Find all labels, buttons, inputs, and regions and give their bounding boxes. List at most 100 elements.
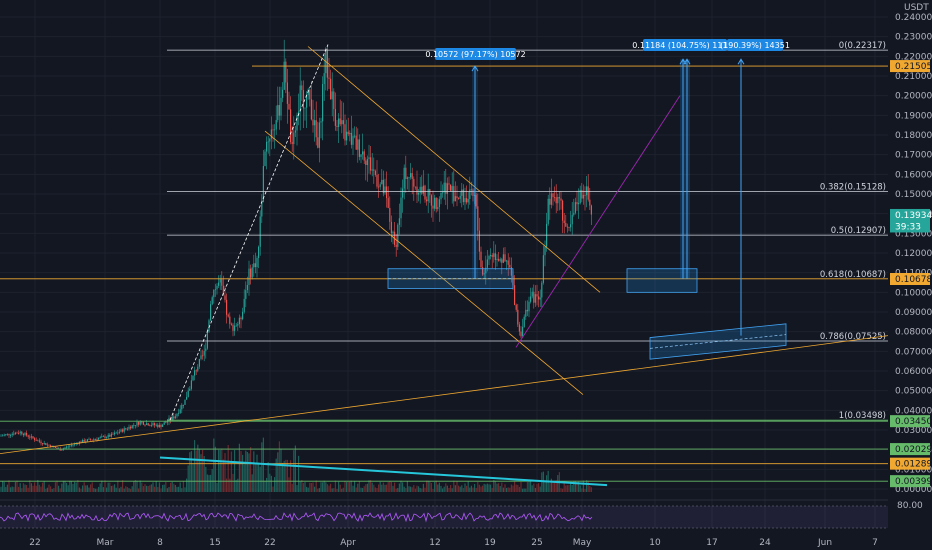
candle-body: [134, 425, 136, 427]
volume-bar: [435, 480, 437, 492]
candle-body: [34, 438, 36, 440]
candle-body: [272, 129, 274, 131]
candle-body: [125, 428, 127, 430]
volume-bar: [75, 482, 77, 492]
candle-body: [70, 445, 72, 446]
candle-body: [226, 299, 228, 315]
volume-bar: [96, 488, 98, 492]
time-axis[interactable]: [0, 532, 932, 550]
volume-bar: [181, 488, 183, 492]
volume-bar: [106, 487, 108, 492]
volume-bar: [461, 485, 463, 492]
candle-body: [181, 404, 183, 410]
candle-body: [336, 125, 338, 128]
volume-bar: [200, 454, 202, 492]
candle-body: [286, 82, 288, 104]
candle-body: [381, 179, 383, 185]
candle-body: [189, 388, 191, 391]
volume-bar: [288, 477, 290, 492]
volume-bar: [482, 485, 484, 492]
price-tick: 0.00000: [895, 485, 932, 495]
volume-bar: [578, 481, 580, 492]
volume-bar: [229, 478, 231, 492]
time-tick: 8: [157, 538, 163, 548]
candle-body: [344, 124, 346, 141]
volume-bar: [184, 487, 186, 492]
measure-arrow-4-head: [737, 58, 745, 65]
candle-body: [368, 157, 370, 160]
candle-body: [333, 91, 335, 110]
candle-body: [480, 251, 482, 268]
candle-body: [144, 424, 146, 426]
candle-body: [266, 141, 268, 152]
candle-body: [261, 201, 263, 217]
price-tick: 0.24000: [895, 13, 932, 23]
volume-bar: [389, 481, 391, 492]
volume-bar: [254, 462, 256, 492]
candle-body: [67, 446, 69, 448]
volume-bar: [395, 488, 397, 492]
projection-dashed: [169, 44, 329, 421]
volume-bar: [368, 480, 370, 492]
volume-bar: [122, 480, 124, 492]
volume-bar: [414, 488, 416, 492]
price-tick: 0.03000: [895, 426, 932, 436]
volume-bar: [120, 486, 122, 492]
candle-body: [48, 444, 50, 446]
time-tick: 15: [209, 538, 220, 548]
candle-body: [98, 438, 100, 440]
candle-body: [21, 431, 23, 435]
candle-body: [555, 197, 557, 204]
price-tick: 0.08000: [895, 328, 932, 338]
volume-bar: [339, 484, 341, 492]
volume-bar: [267, 462, 269, 492]
candle-body: [414, 186, 416, 188]
candle-body: [522, 326, 524, 337]
volume-bar: [94, 488, 96, 492]
volume-bar: [584, 488, 586, 492]
candle-body: [162, 424, 164, 427]
volume-bar: [56, 480, 58, 492]
candle-body: [197, 366, 199, 371]
candle-body: [210, 304, 212, 321]
candle-body: [422, 185, 424, 194]
candle-body: [554, 197, 556, 198]
volume-bar: [587, 480, 589, 492]
candle-body: [587, 186, 589, 200]
volume-bar: [296, 485, 298, 492]
volume-bar: [365, 484, 367, 492]
candle-body: [6, 433, 8, 435]
volume-bar: [515, 484, 517, 492]
candle-body: [299, 85, 301, 112]
candle-body: [378, 186, 380, 188]
volume-bar: [22, 483, 24, 492]
volume-bar: [517, 484, 519, 492]
candle-body: [536, 294, 538, 297]
volume-bar: [3, 481, 5, 492]
candle-body: [534, 294, 536, 303]
candle-body: [386, 186, 388, 199]
candle-body: [578, 203, 580, 205]
volume-bar: [147, 486, 149, 492]
candle-body: [504, 254, 506, 262]
candle-body: [306, 95, 308, 108]
volume-bar: [280, 448, 282, 492]
candle-body: [86, 439, 88, 442]
candle-body: [112, 433, 114, 435]
candle-body: [523, 316, 525, 327]
volume-bar: [21, 488, 23, 492]
volume-bar: [286, 459, 288, 492]
price-label: 0.01289: [895, 460, 932, 470]
volume-bar: [574, 481, 576, 492]
candle-body: [187, 390, 189, 397]
volume-bar: [293, 450, 295, 492]
candle-body: [501, 259, 503, 263]
candle-body: [347, 131, 349, 135]
candle-body: [224, 295, 226, 300]
volume-bar: [432, 488, 434, 492]
price-axis-unit: USDT: [904, 3, 929, 13]
volume-bar: [278, 441, 280, 492]
volume-bar: [46, 487, 48, 492]
volume-bar: [211, 468, 213, 492]
